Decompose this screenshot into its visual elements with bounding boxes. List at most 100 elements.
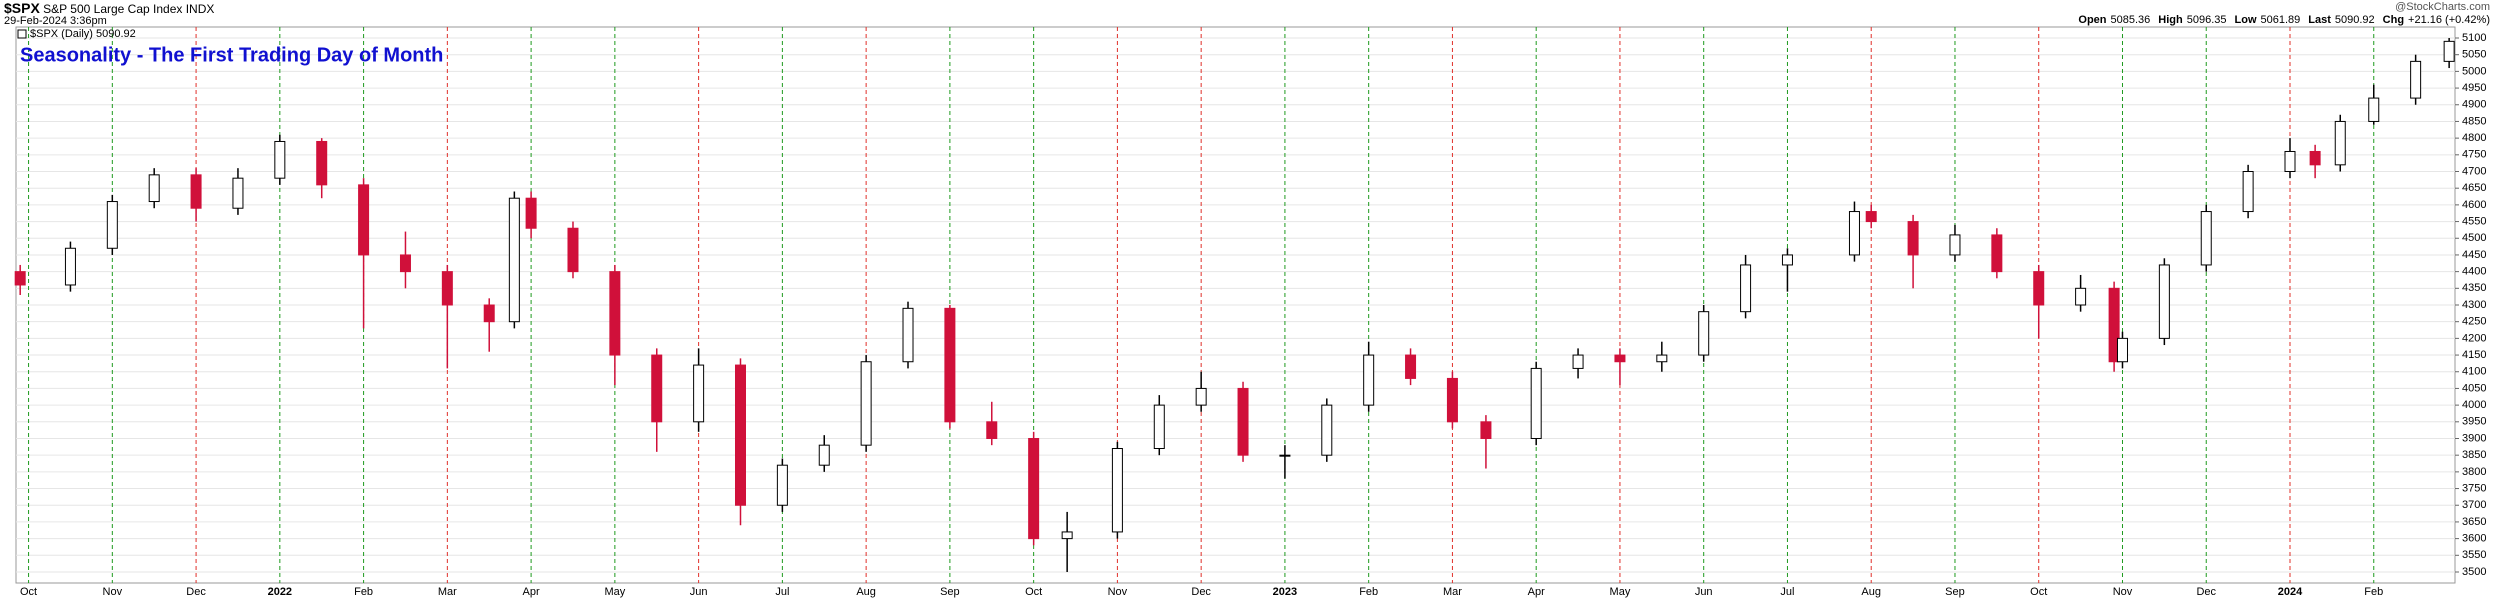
legend: $SPX (Daily) 5090.92 — [30, 28, 136, 40]
quote-label: Low — [2234, 14, 2257, 26]
y-tick-label: 4400 — [2462, 266, 2486, 278]
x-tick-label: May — [1610, 586, 1631, 598]
candle-body — [1614, 354, 1626, 363]
x-tick-label: Aug — [1861, 586, 1881, 598]
candle-body — [64, 247, 76, 286]
candle-body — [2108, 287, 2120, 363]
candle-body — [2284, 150, 2296, 173]
candle-body — [1363, 354, 1375, 406]
candle-body — [902, 307, 914, 363]
quote-value: +21.16 (+0.42%) — [2408, 14, 2490, 26]
header: $SPX S&P 500 Large Cap Index INDX 29-Feb… — [0, 0, 2500, 30]
y-tick-label: 4950 — [2462, 82, 2486, 94]
x-tick-label: 2023 — [1273, 586, 1297, 598]
y-tick-label: 4000 — [2462, 399, 2486, 411]
candle-body — [2033, 271, 2045, 306]
candle-body — [693, 364, 705, 423]
candle-body — [232, 177, 244, 209]
candle-body — [1698, 311, 1710, 356]
candle-body — [1530, 367, 1542, 439]
x-tick-label: 2024 — [2278, 586, 2303, 598]
y-tick-label: 3850 — [2462, 449, 2486, 461]
x-tick-label: Jun — [690, 586, 708, 598]
candle-body — [1991, 234, 2003, 273]
candle-body — [441, 271, 453, 306]
y-tick-label: 4900 — [2462, 99, 2486, 111]
candle-body — [1405, 354, 1417, 379]
y-tick-label: 4550 — [2462, 215, 2486, 227]
y-tick-label: 4800 — [2462, 132, 2486, 144]
candle-body — [818, 444, 830, 466]
candle-body — [1279, 454, 1291, 457]
candle-body — [986, 421, 998, 439]
y-tick-label: 3900 — [2462, 432, 2486, 444]
candle-body — [1480, 421, 1492, 439]
quote-label: Chg — [2382, 14, 2405, 26]
x-tick-label: Aug — [856, 586, 876, 598]
y-tick-label: 3550 — [2462, 549, 2486, 561]
candle-body — [2309, 150, 2321, 166]
x-tick-label: Feb — [354, 586, 373, 598]
candle-body — [1028, 437, 1040, 540]
y-tick-label: 4200 — [2462, 332, 2486, 344]
candle-body — [2075, 287, 2087, 306]
y-tick-label: 3700 — [2462, 499, 2486, 511]
x-tick-label: Dec — [1191, 586, 1211, 598]
candle-body — [2334, 120, 2346, 166]
y-tick-label: 3600 — [2462, 533, 2486, 545]
candle-body — [651, 354, 663, 423]
symbol: $SPX — [4, 0, 40, 16]
candle-body — [1195, 387, 1207, 406]
y-tick-label: 4500 — [2462, 232, 2486, 244]
x-tick-label: Mar — [1443, 586, 1462, 598]
candle-body — [1949, 234, 1961, 256]
candle-body — [106, 201, 118, 249]
y-tick-label: 4350 — [2462, 282, 2486, 294]
quote-value: 5061.89 — [2260, 14, 2301, 26]
x-tick-label: Apr — [1528, 586, 1545, 598]
candle-body — [274, 140, 286, 179]
symbol-line: $SPX S&P 500 Large Cap Index INDX — [4, 0, 214, 16]
candle-body — [148, 174, 160, 203]
y-tick-label: 4450 — [2462, 249, 2486, 261]
y-tick-label: 4850 — [2462, 115, 2486, 127]
y-tick-label: 4750 — [2462, 149, 2486, 161]
candle-body — [2410, 60, 2422, 99]
x-tick-label: Jul — [1780, 586, 1794, 598]
candle-body — [508, 197, 520, 323]
x-tick-label: Apr — [523, 586, 540, 598]
y-tick-label: 4050 — [2462, 382, 2486, 394]
quote-label: Last — [2308, 14, 2331, 26]
candle-body — [2116, 337, 2128, 363]
index-name: S&P 500 Large Cap Index — [43, 2, 183, 16]
credit: @StockCharts.com — [2395, 1, 2490, 13]
x-tick-label: May — [604, 586, 625, 598]
quote-value: 5090.92 — [2334, 14, 2375, 26]
candle-body — [1153, 404, 1165, 450]
x-tick-label: Feb — [2364, 586, 2383, 598]
exchange: INDX — [185, 2, 215, 16]
candle-body — [14, 271, 26, 286]
quote: Open 5085.36 High 5096.35 Low 5061.89 Last 5090… — [2070, 14, 2490, 26]
chart-title: Seasonality - The First Trading Day of M… — [20, 44, 443, 66]
candle-body — [860, 361, 872, 446]
x-tick-label: Jul — [775, 586, 789, 598]
candle-body — [776, 464, 788, 506]
y-tick-label: 4250 — [2462, 316, 2486, 328]
x-tick-label: Sep — [940, 586, 960, 598]
candle-body — [1446, 377, 1458, 423]
y-tick-label: 3950 — [2462, 416, 2486, 428]
candle-body — [1237, 387, 1249, 456]
candle-body — [1572, 354, 1584, 369]
candle-body — [525, 197, 537, 229]
candle-body — [2242, 171, 2254, 213]
y-tick-label: 3750 — [2462, 482, 2486, 494]
candle-body — [2200, 211, 2212, 266]
quote-value: 5085.36 — [2110, 14, 2151, 26]
x-tick-label: Dec — [186, 586, 206, 598]
y-tick-label: 4100 — [2462, 366, 2486, 378]
candle-body — [2158, 264, 2170, 339]
candle-body — [1781, 254, 1793, 266]
candle-body — [567, 227, 579, 273]
